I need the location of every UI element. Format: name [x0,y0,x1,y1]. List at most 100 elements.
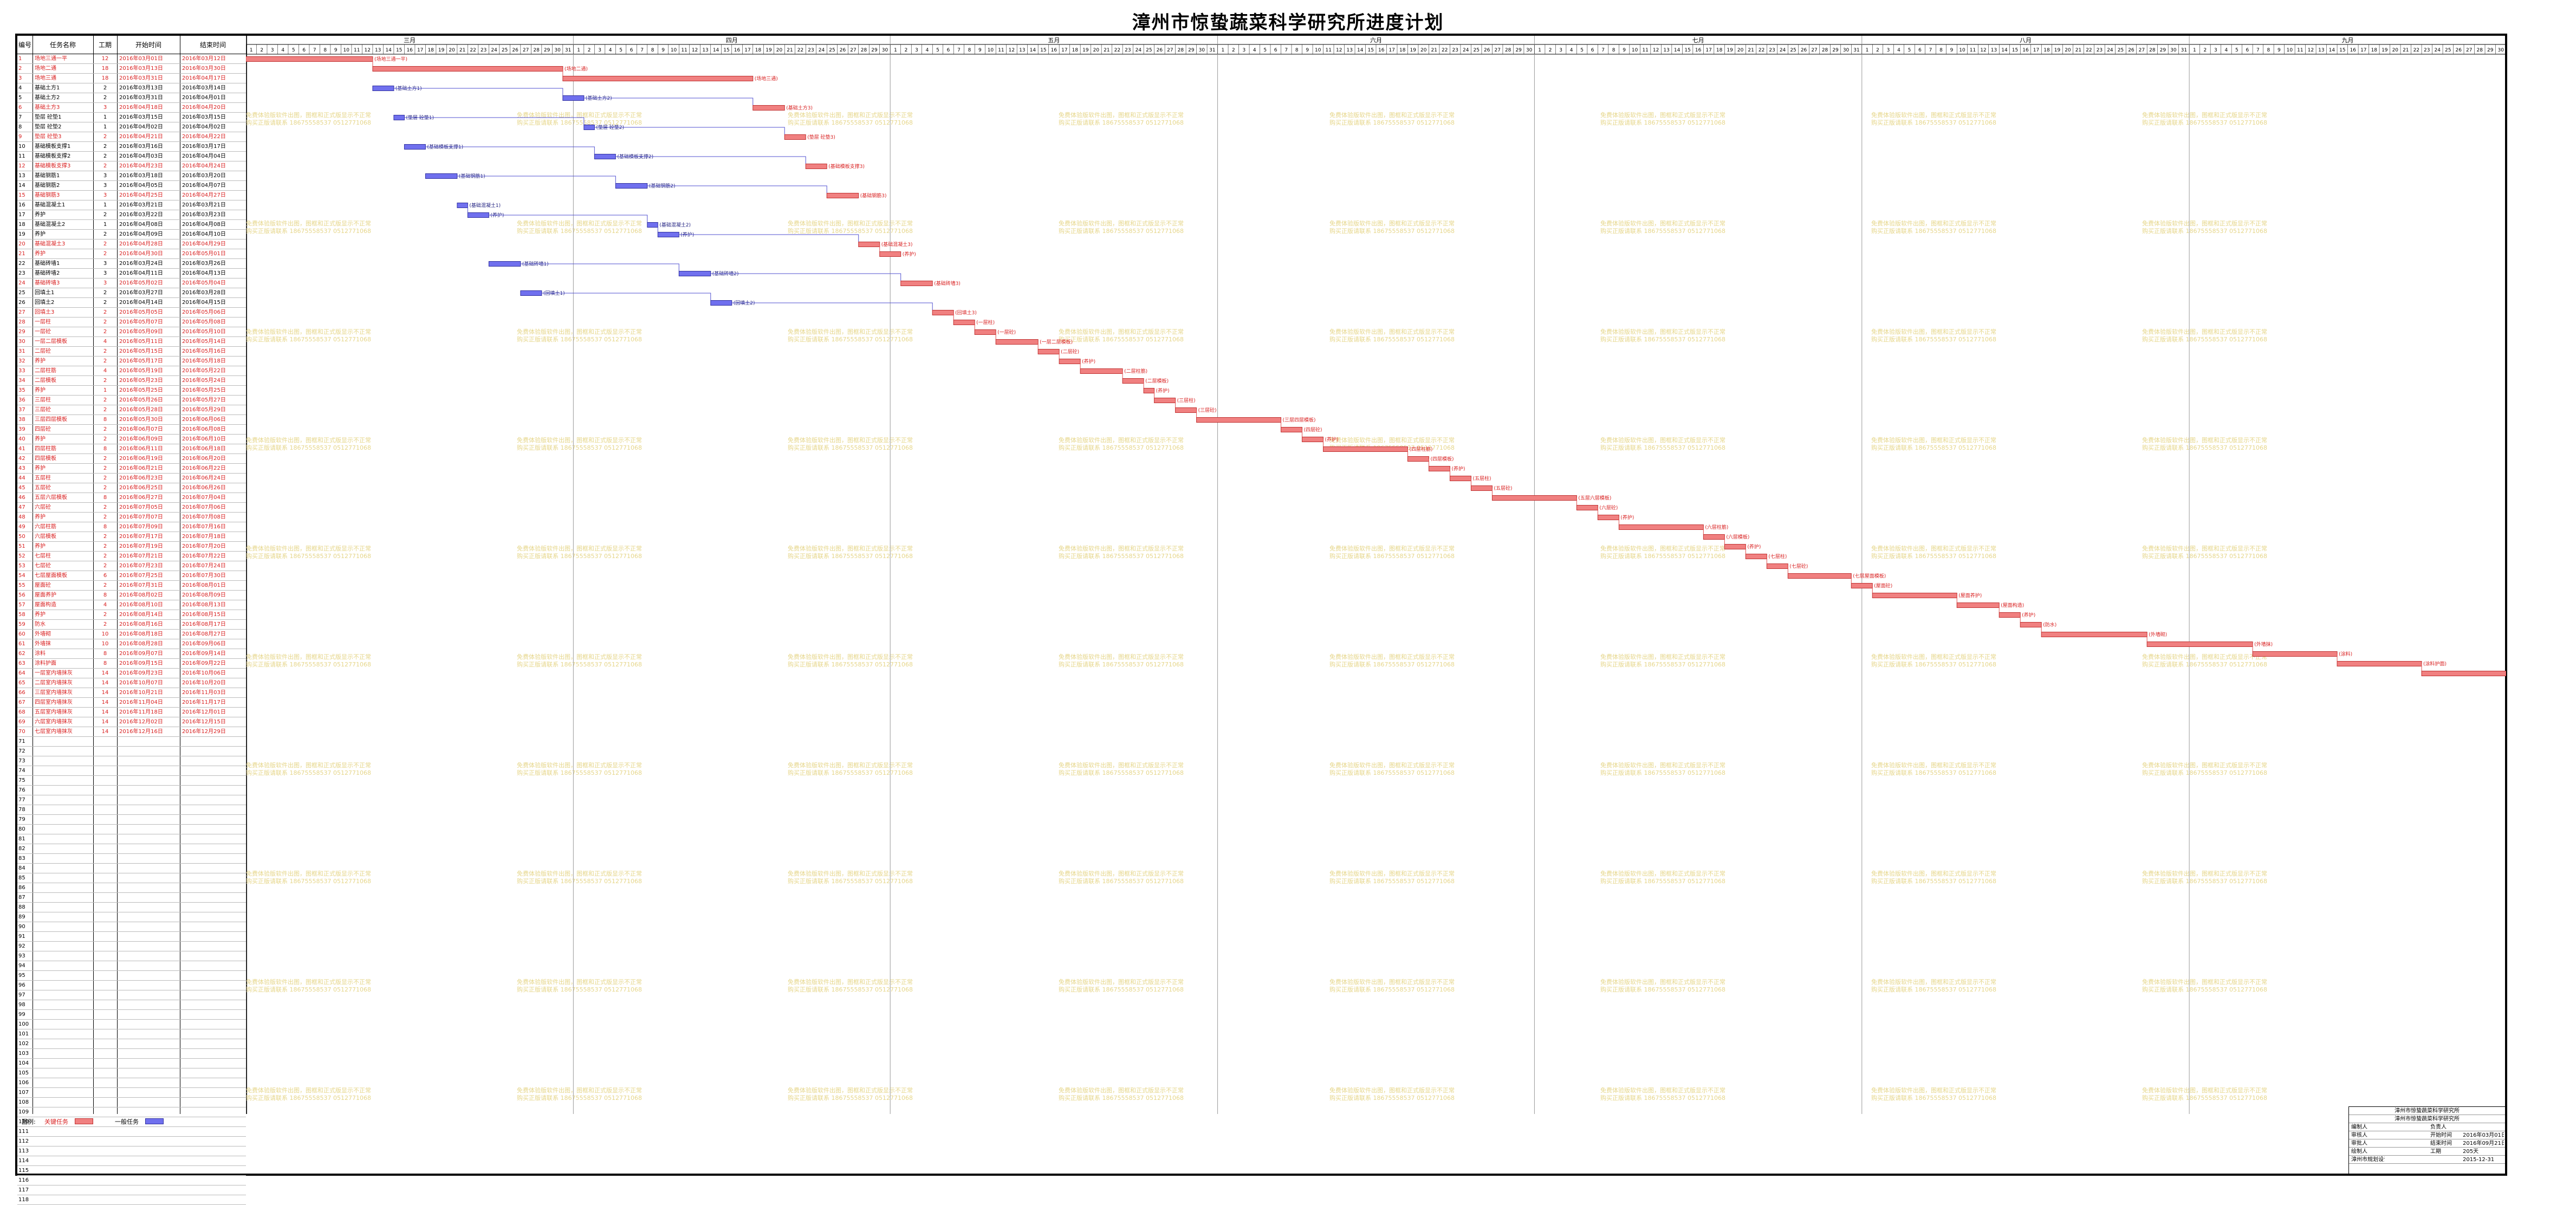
cell-start: 2016年04月08日 [119,222,163,228]
task-bar-label: (基础混凝土1) [469,202,501,209]
task-bar [657,232,679,237]
table-row: 12 基础模板支撑3 2 2016年04月23日 2016年04月24日 [17,161,246,171]
cell-start: 2016年07月21日 [119,553,163,559]
cell-no: 97 [18,992,25,998]
watermark-text: 购买正版请联系 18675558537 0512771068 [1871,769,1996,776]
task-bar-label: (回填土3) [955,309,977,316]
cell-duration: 2 [103,426,107,432]
cell-name: 四层砼 [35,426,51,432]
table-row: 44 五层柱 2 2016年06月23日 2016年06月24日 [17,474,246,483]
day-label: 8 [651,48,654,53]
cell-end: 2016年04月10日 [182,231,226,237]
day-label: 8 [968,48,971,53]
table-row: 20 基础混凝土3 2 2016年04月28日 2016年04月29日 [17,239,246,249]
cell-duration: 1 [103,114,107,120]
day-label: 16 [1695,48,1702,53]
cell-no: 34 [18,378,25,384]
day-label: 2 [905,48,908,53]
watermark-text: 免费体验版软件出图，图框和正式版显示不正常 [246,436,371,444]
title-block-cell: 205天 [2463,1149,2479,1155]
task-bar [1745,554,1767,559]
day-label: 2 [1232,48,1235,53]
watermark-text: 免费体验版软件出图，图框和正式版显示不正常 [1059,219,1184,227]
task-bar [678,271,711,276]
watermark-text: 免费体验版软件出图，图框和正式版显示不正常 [246,328,371,335]
day-label: 23 [2424,48,2430,53]
day-label: 29 [544,48,550,53]
table-row: 97 [17,990,246,1000]
cell-no: 50 [18,534,25,540]
watermark-text: 免费体验版软件出图，图框和正式版显示不正常 [517,219,642,227]
task-bar [879,251,901,257]
watermark-text: 免费体验版软件出图，图框和正式版显示不正常 [2142,978,2267,986]
task-bar [1323,446,1408,452]
cell-end: 2016年07月22日 [182,553,226,559]
cell-no: 112 [18,1138,29,1144]
cell-end: 2016年07月20日 [182,543,226,549]
day-label: 21 [1104,48,1109,53]
watermark-text: 购买正版请联系 18675558537 0512771068 [1329,119,1455,126]
watermark-text: 免费体验版软件出图，图框和正式版显示不正常 [517,328,642,335]
cell-name: 二层室内墙抹灰 [35,680,73,686]
table-row: 108 [17,1098,246,1107]
task-bar [2041,632,2147,637]
cell-no: 116 [18,1177,29,1183]
day-label: 8 [2267,48,2270,53]
cell-end: 2016年03月15日 [182,114,226,120]
day-label: 14 [1357,48,1364,53]
cell-start: 2016年08月28日 [119,641,163,647]
task-bar-label: (场地三通一平) [374,56,407,62]
cell-end: 2016年03月28日 [182,290,226,296]
day-label: 9 [978,48,982,53]
cell-start: 2016年04月25日 [119,192,163,198]
day-label: 11 [1326,48,1332,53]
day-label: 13 [1663,48,1669,53]
cell-no: 86 [18,885,25,891]
table-row: 31 二层砼 2 2016年05月15日 2016年05月16日 [17,347,246,357]
day-label: 29 [1832,48,1839,53]
watermark-text: 购买正版请联系 18675558537 0512771068 [1600,552,1725,560]
cell-no: 91 [18,934,25,940]
cell-no: 72 [18,748,25,754]
watermark-text: 购买正版请联系 18675558537 0512771068 [2142,552,2267,560]
day-label: 17 [744,48,750,53]
cell-start: 2016年04月09日 [119,231,163,237]
task-bar-label: (二层模板) [1145,378,1169,384]
day-label: 16 [2350,48,2357,53]
cell-duration: 2 [103,290,107,296]
day-label: 10 [343,48,349,53]
watermark-text: 购买正版请联系 18675558537 0512771068 [1600,119,1725,126]
task-bar-label: (五层砼) [1494,485,1512,491]
task-bar [900,281,933,286]
table-row: 111 [17,1127,246,1137]
watermark-text: 购买正版请联系 18675558537 0512771068 [1329,1094,1455,1102]
cell-no: 55 [18,582,25,588]
watermark-text: 免费体验版软件出图，图框和正式版显示不正常 [517,978,642,986]
cell-start: 2016年08月18日 [119,631,163,637]
watermark-text: 购买正版请联系 18675558537 0512771068 [1329,877,1455,885]
title-block-row: 编制人 负责人 [2349,1123,2505,1131]
col-header-name: 任务名称 [33,36,93,54]
cell-no: 106 [18,1080,29,1086]
day-label: 28 [1505,48,1511,53]
cell-end: 2016年08月27日 [182,631,226,637]
task-bar-label: (养护) [1156,387,1170,394]
day-label: 23 [2097,48,2103,53]
day-label: 21 [459,48,465,53]
day-label: 21 [787,48,793,53]
day-label: 25 [1790,48,1796,53]
title-block-row: 审核人 开始时间 2016年03月01日 [2349,1131,2505,1139]
table-row: 58 养护 2 2016年08月14日 2016年08月15日 [17,610,246,620]
day-label: 24 [2107,48,2113,53]
cell-duration: 2 [103,358,107,364]
watermark-text: 免费体验版软件出图，图框和正式版显示不正常 [517,870,642,877]
table-row: 102 [17,1039,246,1049]
day-label: 26 [1801,48,1807,53]
cell-name: 一层砼 [35,329,51,335]
dependency-line [710,273,901,281]
day-label: 29 [2160,48,2166,53]
day-label: 1 [894,48,897,53]
dependency-line [647,185,827,193]
watermark-text: 购买正版请联系 18675558537 0512771068 [1329,552,1455,560]
day-label: 1 [2193,48,2196,53]
